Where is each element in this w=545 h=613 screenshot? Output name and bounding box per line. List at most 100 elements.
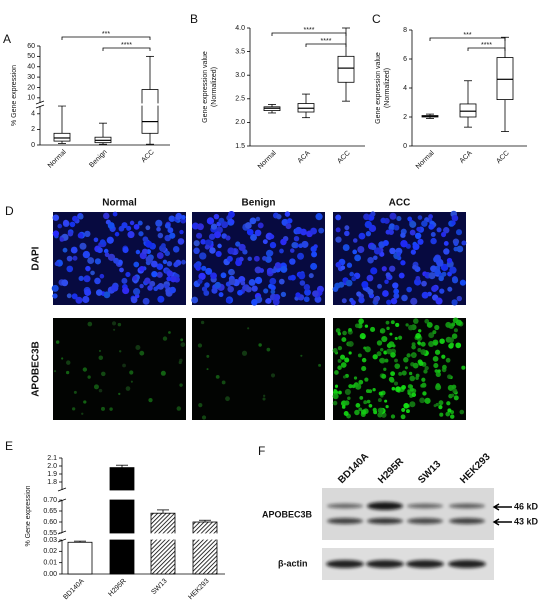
nucleus — [144, 277, 151, 284]
stain — [215, 374, 220, 379]
micrograph — [192, 318, 325, 420]
stain — [398, 335, 403, 340]
stain — [334, 370, 339, 375]
x-tick-label: Normal — [415, 149, 436, 170]
nucleus — [84, 288, 92, 296]
nucleus — [284, 211, 291, 217]
nucleus — [342, 244, 350, 251]
stain — [361, 357, 367, 363]
nucleus — [209, 247, 216, 254]
stain — [428, 332, 435, 339]
nucleus — [125, 271, 131, 278]
nucleus — [401, 294, 408, 302]
nucleus — [132, 275, 138, 281]
box — [337, 55, 355, 83]
significance-bracket — [305, 43, 347, 47]
nucleus — [384, 279, 389, 284]
nucleus — [291, 242, 298, 249]
nucleus — [251, 299, 258, 306]
y-tick-label: 8 — [403, 27, 407, 34]
nucleus — [83, 275, 91, 283]
nucleus — [285, 223, 292, 230]
nucleus — [451, 277, 459, 284]
nucleus — [247, 256, 252, 262]
stain — [98, 355, 104, 361]
lane-label: SW13 — [416, 459, 443, 486]
nucleus — [238, 256, 244, 262]
significance-bracket — [271, 32, 347, 36]
y-tick-label: 0.01 — [43, 560, 57, 567]
nucleus — [133, 288, 141, 296]
nucleus — [421, 291, 429, 299]
y-tick-label: 40 — [27, 64, 35, 71]
nucleus — [370, 243, 377, 251]
stain — [398, 371, 403, 376]
stain — [385, 320, 390, 325]
y-tick-label: 1.9 — [47, 471, 57, 478]
stain — [420, 341, 426, 347]
nucleus — [270, 289, 276, 295]
stain — [419, 397, 425, 404]
nucleus — [197, 278, 203, 284]
nucleus — [373, 255, 378, 261]
nucleus — [308, 273, 314, 279]
stain — [360, 409, 367, 415]
stain — [111, 321, 117, 326]
nucleus — [389, 223, 395, 230]
nucleus — [400, 232, 406, 238]
stain — [390, 414, 396, 419]
y-tick-label: 0.60 — [43, 519, 57, 526]
nucleus — [130, 296, 138, 304]
nucleus — [257, 222, 264, 229]
nucleus — [373, 296, 380, 303]
nucleus — [400, 260, 406, 266]
nucleus — [451, 299, 458, 306]
axis-break — [58, 533, 227, 540]
y-tick-label: 4.0 — [235, 25, 245, 32]
nucleus — [59, 237, 65, 242]
nucleus — [349, 271, 355, 277]
nucleus — [52, 230, 60, 237]
break-mark — [57, 530, 67, 535]
nucleus — [204, 239, 212, 247]
stain — [98, 349, 101, 353]
stain — [358, 379, 364, 385]
y-tick-label: 0.03 — [43, 537, 57, 544]
nucleus — [310, 227, 318, 235]
nucleus — [297, 252, 305, 260]
nucleus — [366, 274, 374, 282]
panel-letter: D — [5, 204, 14, 218]
nucleus — [166, 270, 174, 277]
stain — [344, 400, 350, 406]
y-tick-label: 2.5 — [235, 96, 245, 103]
nucleus — [228, 278, 236, 285]
stain — [139, 350, 145, 356]
stain — [101, 371, 106, 377]
nucleus — [414, 278, 422, 286]
nucleus — [428, 223, 435, 230]
nucleus — [90, 270, 95, 276]
nucleus — [217, 243, 222, 249]
nucleus — [69, 221, 76, 228]
nucleus — [455, 229, 463, 236]
nucleus — [299, 280, 306, 286]
nucleus — [161, 243, 166, 248]
significance-label: **** — [304, 27, 315, 34]
y-tick-label: 1.8 — [47, 479, 57, 486]
stain — [366, 399, 371, 404]
stain — [409, 375, 416, 382]
stain — [370, 326, 376, 333]
blot — [322, 488, 494, 540]
arrow — [492, 518, 512, 526]
nucleus — [204, 282, 210, 288]
nucleus — [271, 268, 277, 274]
nucleus — [51, 284, 59, 292]
band — [327, 503, 363, 509]
nucleus — [201, 265, 207, 271]
nucleus — [253, 255, 260, 262]
stain — [113, 328, 116, 331]
nucleus — [365, 231, 372, 237]
stain — [406, 409, 410, 414]
stain — [411, 344, 416, 350]
nucleus — [121, 222, 128, 229]
